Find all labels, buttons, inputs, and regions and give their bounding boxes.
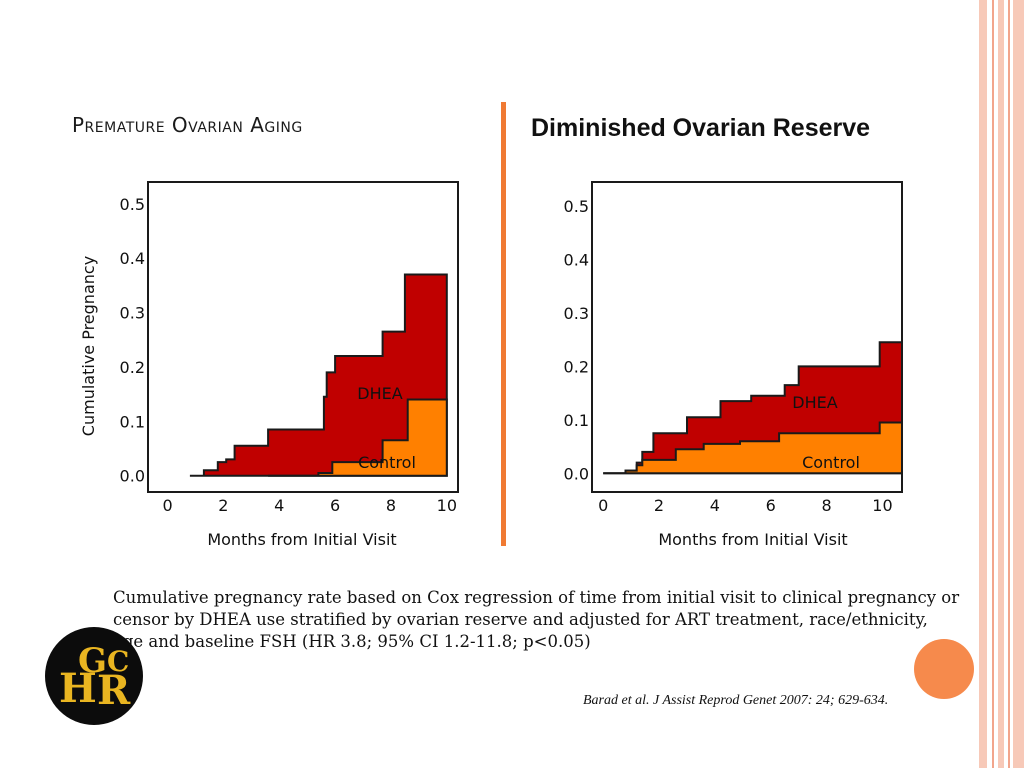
x-tick-label: 2: [218, 496, 228, 515]
figure-caption: Cumulative pregnancy rate based on Cox r…: [113, 588, 960, 651]
x-axis-label: Months from Initial Visit: [207, 530, 396, 549]
x-axis-label: Months from Initial Visit: [658, 530, 847, 549]
y-axis-label: Cumulative Pregnancy: [79, 256, 98, 436]
x-tick-label: 0: [162, 496, 172, 515]
chart-2: 0.0 0.1 0.2 0.3 0.4 0.5 0 2 4 6 8 10 Months from Ini…: [564, 181, 903, 549]
y-tick-label: 0.1: [564, 411, 589, 430]
plot-frame: [591, 181, 903, 493]
x-tick-label: 0: [598, 496, 608, 515]
y-tick-label: 0.3: [120, 304, 145, 323]
series-label-dhea: DHEA: [357, 384, 402, 403]
y-tick-label: 0.2: [120, 358, 145, 377]
series-label-dhea: DHEA: [792, 393, 837, 412]
citation: Barad et al. J Assist Reprod Genet 2007:…: [583, 693, 889, 708]
decor-stripe-2: [998, 0, 1004, 768]
series-area-dhea: [603, 302, 903, 475]
ghcr-logo: G C H R: [45, 627, 143, 725]
y-tick-label: 0.1: [120, 412, 145, 431]
y-tick-label: 0.0: [120, 467, 145, 486]
logo-letter-c: C: [107, 645, 130, 678]
x-tick-label: 4: [710, 496, 720, 515]
plot-frame: [147, 181, 459, 493]
x-tick-label: 6: [766, 496, 776, 515]
decor-line-2: [1008, 0, 1010, 768]
series-label-control: Control: [358, 453, 416, 472]
decor-orange-circle: [914, 639, 974, 699]
series-area-control: [268, 398, 448, 477]
decor-stripe-1: [979, 0, 987, 768]
y-tick-label: 0.3: [564, 304, 589, 323]
y-tick-label: 0.2: [564, 357, 589, 376]
x-tick-label: 8: [386, 496, 396, 515]
series-label-control: Control: [802, 453, 860, 472]
series-area-control: [603, 395, 903, 475]
y-tick-label: 0.4: [120, 249, 145, 268]
vertical-divider: [501, 102, 506, 546]
logo-letter-h: H: [59, 665, 97, 712]
x-tick-label: 6: [330, 496, 340, 515]
chart-title-right: Diminished Ovarian Reserve: [531, 114, 871, 142]
chart-title-left: Premature Ovarian Aging: [72, 113, 303, 137]
decor-line-1: [992, 0, 994, 768]
y-tick-label: 0.5: [564, 197, 589, 216]
logo-letter-g: G: [78, 641, 108, 681]
chart-1: 0.0 0.1 0.2 0.3 0.4 0.5 0 2 4 6 8 10 Months from Ini…: [79, 181, 459, 549]
y-tick-label: 0.4: [564, 251, 589, 270]
x-tick-label: 8: [822, 496, 832, 515]
x-tick-label: 10: [872, 496, 892, 515]
y-tick-label: 0.5: [120, 195, 145, 214]
decor-stripe-3: [1013, 0, 1024, 768]
y-tick-label: 0.0: [564, 464, 589, 483]
x-tick-label: 2: [654, 496, 664, 515]
x-tick-label: 10: [437, 496, 457, 515]
series-area-dhea: [189, 273, 448, 477]
logo-letter-r: R: [97, 667, 131, 714]
x-tick-label: 4: [274, 496, 284, 515]
